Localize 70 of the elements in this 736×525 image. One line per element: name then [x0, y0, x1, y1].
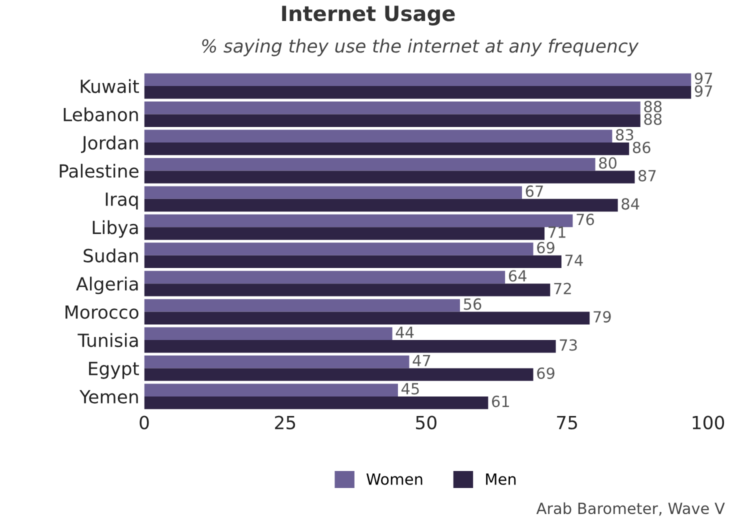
- data-label: 47: [412, 354, 430, 366]
- bar: [144, 242, 534, 256]
- bar: [144, 102, 640, 114]
- bar: [144, 384, 398, 396]
- x-tick-label: 75: [557, 416, 577, 430]
- y-tick-label: Palestine: [60, 164, 138, 178]
- bar: [144, 270, 506, 284]
- y-tick-label: Libya: [92, 220, 138, 238]
- bar: [144, 186, 522, 199]
- y-tick-label: Yemen: [79, 390, 138, 404]
- data-label: 74: [565, 254, 583, 266]
- bar: [144, 158, 596, 171]
- data-label: 80: [599, 157, 616, 169]
- data-label: 84: [622, 198, 640, 210]
- bar: [144, 356, 410, 368]
- bar: [144, 368, 534, 381]
- bar: [144, 340, 556, 353]
- legend-label: Women: [366, 474, 422, 485]
- y-tick-label: Tunisia: [78, 333, 138, 348]
- bar: [144, 327, 392, 340]
- bar: [144, 255, 562, 268]
- x-tick-label: 0: [140, 416, 149, 430]
- y-tick-label: Lebanon: [64, 107, 138, 122]
- data-label: 79: [594, 311, 611, 323]
- data-label: 72: [554, 282, 571, 294]
- bar: [144, 284, 550, 296]
- bar: [144, 130, 612, 142]
- x-tick-label: 100: [692, 416, 724, 430]
- x-tick-label: 25: [275, 416, 296, 430]
- y-tick-label: Algeria: [76, 276, 138, 294]
- data-label: 67: [526, 185, 543, 197]
- data-label: 83: [616, 129, 634, 141]
- data-label: 56: [464, 298, 482, 310]
- y-tick-label: Morocco: [66, 305, 138, 319]
- data-label: 69: [537, 367, 554, 380]
- data-label: 45: [401, 383, 419, 395]
- data-label: 64: [508, 270, 526, 282]
- data-label: 97: [694, 85, 712, 97]
- legend-label: Men: [486, 474, 516, 485]
- y-tick-label: Jordan: [81, 136, 138, 153]
- x-tick-label: 50: [416, 416, 436, 430]
- bar: [144, 396, 488, 410]
- data-label: 73: [560, 339, 577, 351]
- bar: [144, 170, 635, 184]
- data-label: 97: [694, 72, 712, 84]
- chart-title: Internet Usage: [282, 6, 455, 26]
- data-label: 87: [638, 170, 656, 182]
- y-tick-label: Kuwait: [80, 79, 139, 94]
- bar: [144, 227, 545, 240]
- bar: [144, 198, 618, 212]
- text: Arab Barometer, Wave V: [536, 502, 725, 516]
- bar: [144, 114, 640, 127]
- y-tick-label: Sudan: [84, 248, 138, 262]
- data-label: 71: [548, 226, 566, 238]
- y-tick-label: Iraq: [106, 192, 138, 210]
- data-label: 69: [537, 242, 554, 254]
- data-label: 88: [644, 100, 662, 112]
- bar: [144, 214, 573, 228]
- bar: [144, 142, 630, 156]
- chart-subtitle: % saying they use the internet at any frequency: [202, 38, 639, 56]
- bar: [144, 312, 590, 324]
- y-tick-label: Egypt: [89, 362, 139, 379]
- bar: [144, 86, 692, 99]
- data-label: 44: [396, 326, 414, 338]
- data-label: 88: [644, 113, 662, 126]
- data-label: 76: [576, 214, 594, 226]
- bar: [144, 299, 460, 312]
- bar: [144, 73, 692, 86]
- data-label: 86: [632, 142, 650, 154]
- data-label: 61: [492, 396, 509, 408]
